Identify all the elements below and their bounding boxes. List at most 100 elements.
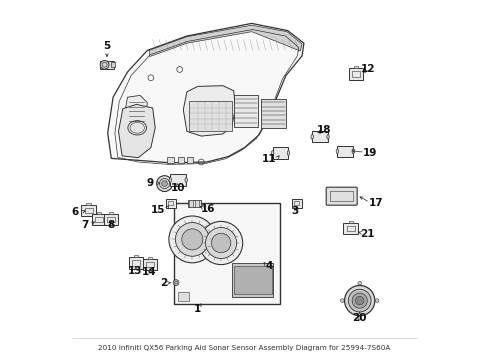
Text: 21: 21 (359, 229, 373, 239)
Text: 17: 17 (368, 198, 383, 208)
Circle shape (357, 316, 361, 320)
Circle shape (347, 289, 370, 312)
Bar (233, 266, 271, 294)
Bar (107, 217, 115, 222)
Bar (188, 200, 193, 207)
Bar (348, 68, 363, 80)
Bar (353, 66, 358, 68)
Circle shape (344, 285, 374, 316)
Bar (146, 262, 154, 267)
Ellipse shape (351, 149, 354, 154)
Circle shape (168, 216, 215, 263)
Text: 3: 3 (291, 206, 298, 216)
Text: 11: 11 (261, 154, 275, 164)
Ellipse shape (336, 149, 338, 154)
Bar (337, 146, 352, 157)
Bar (346, 226, 354, 231)
Text: 16: 16 (200, 204, 215, 214)
Circle shape (355, 296, 363, 305)
Bar (81, 205, 96, 216)
Bar (186, 157, 193, 163)
Text: 15: 15 (151, 205, 165, 215)
Bar (311, 131, 327, 142)
Text: 1: 1 (194, 304, 201, 314)
Circle shape (162, 181, 167, 186)
Text: 9: 9 (146, 177, 153, 188)
Polygon shape (125, 95, 147, 125)
Text: 2010 Infiniti QX56 Parking Aid Sonar Sensor Assembly Diagram for 25994-7S60A: 2010 Infiniti QX56 Parking Aid Sonar Sen… (98, 345, 390, 351)
Circle shape (357, 282, 361, 285)
Text: 4: 4 (265, 261, 272, 271)
Circle shape (159, 179, 169, 189)
Bar (104, 214, 118, 225)
Circle shape (173, 280, 179, 285)
Bar (260, 99, 285, 128)
Bar (91, 214, 106, 225)
Ellipse shape (310, 134, 313, 139)
Text: 14: 14 (142, 267, 156, 277)
Text: 5: 5 (103, 41, 110, 51)
Bar (165, 199, 176, 208)
Text: 13: 13 (127, 266, 142, 276)
Text: 6: 6 (72, 207, 79, 217)
Text: 19: 19 (363, 148, 377, 158)
Text: 10: 10 (170, 183, 185, 193)
Bar (187, 200, 200, 207)
Bar (231, 263, 273, 297)
Bar (329, 191, 352, 201)
Circle shape (374, 299, 378, 302)
Text: 20: 20 (352, 312, 366, 323)
Circle shape (100, 60, 109, 69)
Bar (174, 203, 280, 304)
Text: 7: 7 (81, 220, 89, 230)
Bar (272, 148, 288, 158)
Bar (194, 200, 199, 207)
Polygon shape (107, 23, 303, 163)
Circle shape (351, 293, 366, 308)
Bar (343, 223, 357, 234)
Ellipse shape (271, 150, 273, 156)
Bar (148, 257, 152, 259)
Ellipse shape (286, 150, 289, 156)
Polygon shape (149, 25, 302, 57)
Bar (233, 95, 258, 127)
Bar (142, 259, 157, 270)
Ellipse shape (326, 134, 328, 139)
Text: 18: 18 (316, 125, 330, 135)
Bar (291, 199, 301, 208)
Bar (178, 157, 184, 163)
Circle shape (199, 221, 242, 265)
Bar (132, 260, 140, 266)
Bar (96, 212, 101, 214)
Bar (188, 101, 231, 131)
Bar (111, 62, 115, 67)
Bar (109, 212, 113, 214)
Ellipse shape (169, 177, 171, 183)
Bar (168, 202, 173, 205)
Bar (170, 175, 186, 185)
Bar (128, 257, 142, 269)
Circle shape (340, 299, 344, 302)
Polygon shape (183, 86, 235, 136)
Text: 8: 8 (107, 220, 114, 230)
Bar (86, 203, 91, 205)
Polygon shape (118, 104, 155, 158)
Text: 2: 2 (160, 278, 167, 288)
Ellipse shape (184, 177, 187, 183)
Bar (100, 61, 114, 69)
Circle shape (182, 229, 203, 250)
Bar (178, 292, 188, 301)
Bar (84, 208, 92, 213)
Bar (167, 157, 173, 163)
Text: 12: 12 (360, 64, 374, 74)
Bar (293, 202, 299, 205)
Bar (348, 221, 352, 223)
Circle shape (175, 222, 209, 256)
Bar (95, 217, 102, 222)
Bar (133, 255, 138, 257)
Circle shape (156, 176, 172, 192)
Bar (351, 71, 359, 77)
FancyBboxPatch shape (325, 187, 356, 205)
Circle shape (205, 228, 236, 258)
Circle shape (211, 233, 230, 253)
